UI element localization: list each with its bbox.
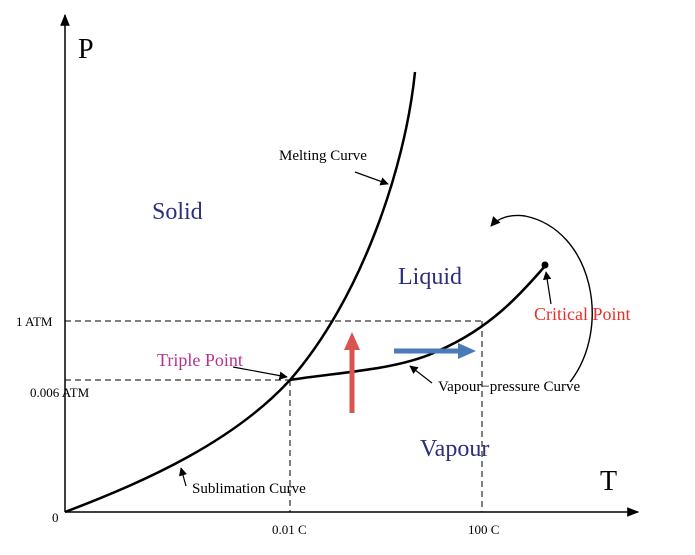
triple-point-pointer [232, 366, 288, 380]
temperature-increase-arrow [394, 343, 476, 359]
vapour-pressure-pointer [409, 365, 433, 384]
sublimation-curve-label: Sublimation Curve [192, 481, 306, 497]
vapour-pressure-curve-label: Vapour−pressure Curve [438, 379, 581, 395]
sublimation-pointer [178, 467, 188, 487]
x-axis-label: T [600, 466, 617, 497]
y-axis-label: P [78, 34, 94, 65]
origin-label: 0 [52, 510, 59, 525]
pressure-increase-arrow [344, 332, 360, 413]
solid-region-label: Solid [152, 199, 203, 225]
critical-point-pointer [543, 271, 552, 305]
tick-001-c: 0.01 C [272, 522, 307, 537]
critical-point-label: Critical Point [534, 304, 631, 324]
tick-1-atm: 1 ATM [16, 314, 53, 329]
melting-curve [289, 71, 417, 381]
vapour-region-label: Vapour [420, 436, 489, 462]
triple-point-label: Triple Point [157, 350, 243, 370]
melting-curve-pointer [354, 171, 389, 186]
tick-100-c: 100 C [468, 522, 499, 537]
critical-circulation-arrow [490, 214, 593, 383]
melting-curve-label: Melting Curve [279, 148, 367, 164]
liquid-region-label: Liquid [398, 264, 462, 290]
tick-0006-atm: 0.006 ATM [30, 385, 90, 400]
critical-point-dot [541, 261, 549, 269]
sublimation-curve [64, 379, 291, 514]
